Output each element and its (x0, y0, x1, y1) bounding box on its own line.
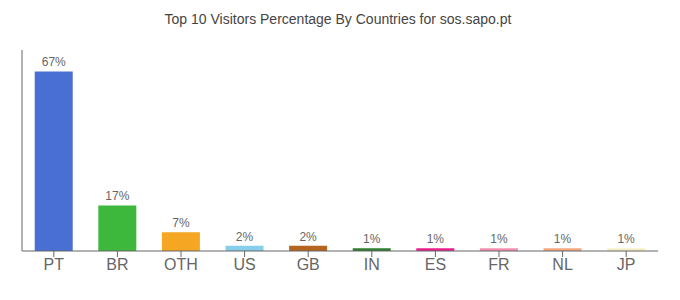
svg-text:FR: FR (488, 256, 509, 273)
svg-text:1%: 1% (490, 232, 508, 246)
svg-text:ES: ES (425, 256, 446, 273)
svg-text:67%: 67% (42, 55, 66, 69)
svg-text:17%: 17% (105, 189, 129, 203)
svg-text:1%: 1% (427, 232, 445, 246)
svg-text:PT: PT (44, 256, 65, 273)
svg-text:US: US (233, 256, 255, 273)
svg-text:1%: 1% (363, 232, 381, 246)
svg-text:OTH: OTH (164, 256, 198, 273)
svg-text:BR: BR (106, 256, 128, 273)
svg-text:2%: 2% (236, 230, 254, 244)
svg-text:GB: GB (297, 256, 320, 273)
svg-text:7%: 7% (172, 216, 190, 230)
html-text:Top 10 Visitors Percentage By: Top 10 Visitors Percentage By Countries … (164, 11, 512, 27)
svg-text:2%: 2% (299, 230, 317, 244)
svg-text:1%: 1% (617, 232, 635, 246)
svg-text:IN: IN (364, 256, 380, 273)
svg-text:NL: NL (552, 256, 573, 273)
svg-text:JP: JP (617, 256, 636, 273)
svg-text:1%: 1% (554, 232, 572, 246)
